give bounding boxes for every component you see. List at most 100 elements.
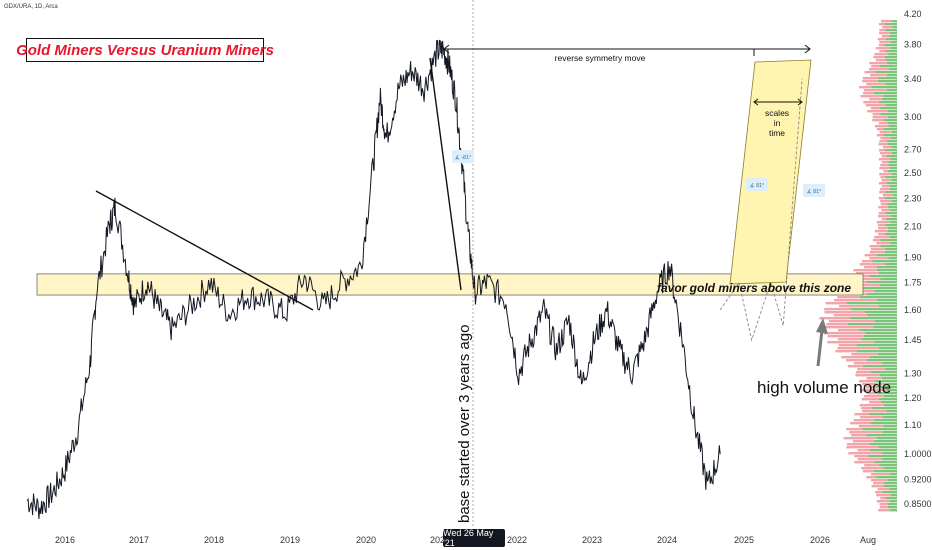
annotations: favor gold miners above this zone base st… [452, 53, 891, 523]
profile-bar-up [885, 497, 897, 500]
profile-bar-up [885, 212, 897, 215]
profile-bar-up [873, 440, 897, 443]
profile-bar-up [889, 185, 897, 188]
profile-bar-down [877, 488, 890, 491]
profile-bar-up [874, 419, 897, 422]
profile-bar-up [884, 383, 897, 386]
profile-bar-down [855, 272, 879, 275]
profile-bar-up [889, 167, 897, 170]
profile-bar-down [852, 440, 874, 443]
profile-bar-down [850, 422, 871, 425]
profile-bar-up [883, 485, 897, 488]
profile-bar-down [879, 41, 891, 44]
profile-bar-up [887, 89, 897, 92]
profile-bar-up [892, 26, 897, 29]
profile-bar-down [874, 53, 889, 56]
profile-bar-down [878, 197, 885, 200]
profile-bar-up [876, 476, 897, 479]
profile-bar-up [887, 203, 897, 206]
profile-bar-up [878, 101, 897, 104]
x-tick-label: Aug [860, 535, 876, 545]
profile-bar-down [865, 104, 886, 107]
y-tick-label: 1.0000 [904, 449, 932, 459]
profile-bar-down [871, 65, 880, 68]
profile-bar-down [876, 494, 891, 497]
profile-bar-up [889, 35, 897, 38]
profile-bar-up [891, 20, 897, 23]
profile-bar-up [890, 41, 897, 44]
profile-bar-down [870, 107, 880, 110]
profile-bar-down [870, 74, 887, 77]
profile-bar-up [889, 236, 897, 239]
profile-bar-up [879, 284, 897, 287]
profile-bar-up [856, 350, 897, 353]
x-tick-label: 2017 [129, 535, 149, 545]
profile-bar-up [873, 326, 897, 329]
profile-bar-up [888, 161, 897, 164]
profile-bar-up [884, 149, 897, 152]
profile-bar-down [869, 401, 882, 404]
price-line [26, 39, 721, 519]
profile-bar-down [878, 23, 885, 26]
profile-bar-down [875, 47, 891, 50]
profile-bar-down [876, 500, 890, 503]
favor-zone-label: favor gold miners above this zone [657, 281, 851, 295]
profile-bar-up [889, 188, 897, 191]
scales-label: scales [765, 108, 789, 118]
drawings [95, 0, 828, 528]
x-tick-label: 2026 [810, 535, 830, 545]
profile-bar-up [869, 275, 897, 278]
profile-bar-down [878, 227, 888, 230]
profile-bar-up [887, 503, 897, 506]
profile-bar-down [881, 179, 892, 182]
symbol-label: GDX/URA, 1D, Arca [4, 4, 58, 10]
y-tick-label: 4.20 [904, 9, 922, 19]
crosshair-date-badge: Wed 26 May '21 [443, 528, 505, 548]
profile-bar-down [883, 146, 892, 149]
profile-bar-up [871, 86, 897, 89]
profile-bar-up [880, 239, 897, 242]
profile-bar-up [892, 194, 897, 197]
profile-bar-down [866, 386, 876, 389]
profile-bar-up [884, 368, 897, 371]
profile-bar-down [867, 110, 889, 113]
profile-bar-down [871, 485, 884, 488]
profile-bar-up [865, 332, 897, 335]
profile-bar-up [884, 56, 897, 59]
projection-box-group [729, 59, 812, 285]
profile-bar-down [858, 425, 884, 428]
profile-bar-down [880, 203, 888, 206]
profile-bar-up [887, 506, 897, 509]
x-tick-label: 2021 [430, 535, 450, 545]
profile-bar-down [879, 503, 888, 506]
profile-bar-down [855, 371, 871, 374]
profile-bar-up [888, 164, 897, 167]
scales-arrow-head-left [753, 98, 759, 106]
profile-bar-up [887, 140, 897, 143]
profile-bar-down [866, 392, 878, 395]
profile-bar-up [891, 146, 897, 149]
profile-bar-down [861, 389, 887, 392]
profile-bar-down [853, 362, 883, 365]
profile-bar-down [857, 458, 883, 461]
profile-bar-down [847, 365, 863, 368]
profile-bar-down [863, 101, 879, 104]
profile-bar-down [862, 410, 887, 413]
profile-bar-down [827, 335, 864, 338]
profile-bar-down [824, 311, 866, 314]
profile-bar-down [864, 464, 880, 467]
profile-bar-up [872, 407, 897, 410]
profile-bar-down [881, 161, 889, 164]
profile-bar-up [868, 413, 897, 416]
profile-bar-up [890, 221, 897, 224]
profile-bar-down [881, 218, 887, 221]
profile-bar-up [880, 113, 897, 116]
x-tick-label: 2022 [507, 535, 527, 545]
profile-bar-down [879, 173, 892, 176]
profile-bar-down [883, 170, 888, 173]
profile-bar-up [885, 176, 897, 179]
profile-bar-up [869, 449, 897, 452]
profile-bar-down [862, 77, 879, 80]
profile-bar-down [857, 368, 885, 371]
